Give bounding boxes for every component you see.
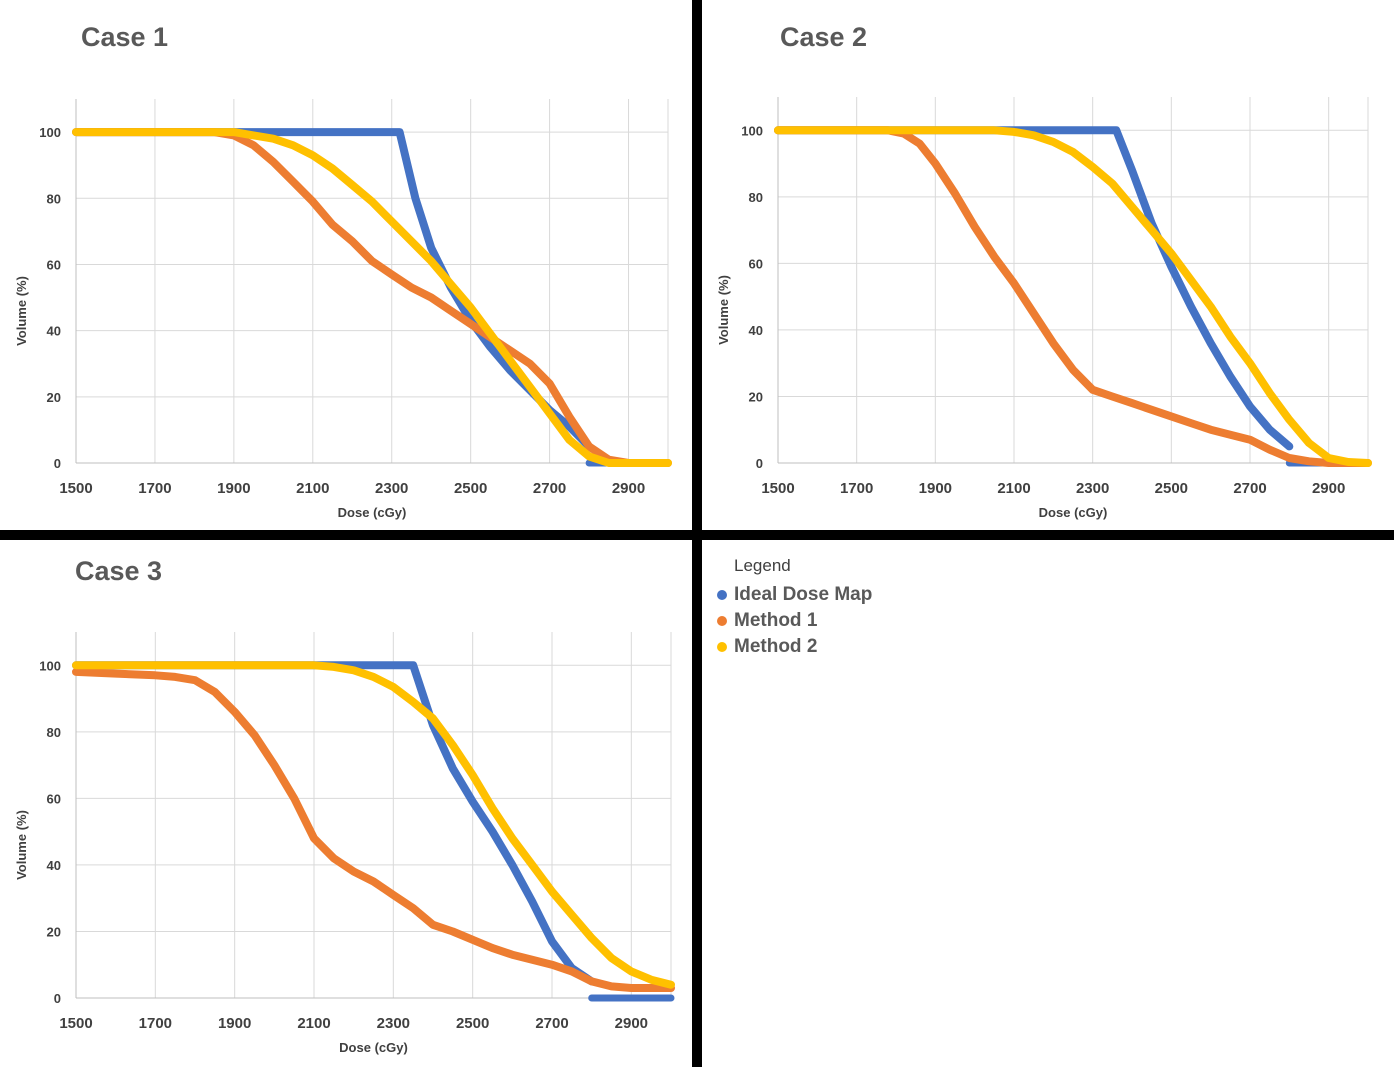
x-tick-label: 1900 (218, 1015, 251, 1032)
series-line-ideal-dose-map (774, 126, 1294, 451)
legend-item-method-2: Method 2 (717, 634, 872, 660)
legend-marker-icon (717, 642, 727, 652)
x-tick-label: 1900 (919, 480, 952, 497)
chart-title: Case 3 (75, 556, 163, 586)
y-tick-label: 0 (54, 456, 61, 471)
legend-label: Method 2 (734, 636, 818, 657)
y-tick-label: 100 (741, 123, 763, 138)
x-tick-label: 2100 (296, 480, 329, 497)
x-tick-label: 2500 (456, 1015, 489, 1032)
x-tick-label: 2700 (1233, 480, 1266, 497)
x-tick-label: 2300 (377, 1015, 410, 1032)
y-tick-label: 80 (47, 191, 61, 206)
x-tick-label: 2900 (1312, 480, 1345, 497)
series-line-ideal-dose-map (72, 661, 596, 986)
chart-plot: 1500 1700 1900 2100 2300 2500 2700 2900 0 20 40 60 8… (14, 632, 675, 1055)
x-tick-label: 2900 (612, 480, 645, 497)
series-line-method-2 (774, 126, 1372, 467)
series-line-method-1 (72, 128, 672, 467)
x-tick-label: 2500 (1155, 480, 1188, 497)
chart-plot: 1500 1700 1900 2100 2300 2500 2700 2900 0 20 40 60 8… (716, 97, 1372, 520)
x-tick-label: 1500 (59, 480, 92, 497)
y-tick-label: 20 (749, 389, 763, 404)
series-line-method-1 (72, 667, 675, 992)
y-tick-label: 40 (749, 323, 763, 338)
y-tick-label: 100 (39, 125, 61, 140)
y-tick-label: 80 (749, 190, 763, 205)
legend-item-ideal-dose-map: Ideal Dose Map (717, 582, 872, 608)
x-tick-label: 2900 (615, 1015, 648, 1032)
x-axis-title: Dose (cGy) (338, 505, 407, 520)
chart-plot: 1500 1700 1900 2100 2300 2500 2700 2900 0 20 40 60 8… (14, 99, 672, 520)
chart-panel-case-1: Case 1 1500 1700 1900 2100 2300 2500 2700 2900 0… (0, 0, 692, 530)
chart-title: Case 1 (81, 22, 169, 52)
series-line-method-2 (72, 128, 672, 467)
y-tick-label: 60 (749, 256, 763, 271)
y-tick-label: 60 (47, 257, 61, 272)
legend-label: Method 1 (734, 610, 818, 631)
legend-title: Legend (734, 556, 791, 575)
series-line-ideal-dose-map (72, 128, 594, 451)
legend-marker-icon (717, 590, 727, 600)
x-tick-label: 1700 (139, 1015, 172, 1032)
x-tick-label: 1700 (138, 480, 171, 497)
chart-panel-case-2: Case 2 1500 1700 1900 2100 2300 2500 2700 2900 0… (700, 0, 1394, 530)
x-tick-label: 1700 (840, 480, 873, 497)
series-line-method-1 (774, 126, 1372, 467)
horizontal-divider (0, 530, 1394, 540)
y-tick-label: 0 (756, 456, 763, 471)
y-tick-label: 100 (39, 658, 61, 673)
x-tick-label: 2300 (1076, 480, 1109, 497)
chart-panel-case-3: Case 3 1500 1700 1900 2100 2300 2500 2700 2900 0… (0, 540, 692, 1067)
y-tick-label: 80 (47, 725, 61, 740)
y-tick-label: 60 (47, 791, 61, 806)
chart-title: Case 2 (780, 22, 868, 52)
y-tick-label: 0 (54, 991, 61, 1006)
x-tick-label: 1500 (761, 480, 794, 497)
legend-marker-icon (717, 616, 727, 626)
x-tick-label: 2700 (535, 1015, 568, 1032)
y-axis-title: Volume (%) (716, 275, 731, 345)
y-axis-title: Volume (%) (14, 276, 29, 346)
y-tick-label: 40 (47, 324, 61, 339)
y-tick-label: 20 (47, 924, 61, 939)
x-tick-label: 2100 (297, 1015, 330, 1032)
x-tick-label: 2100 (997, 480, 1030, 497)
y-tick-label: 40 (47, 858, 61, 873)
x-tick-label: 2500 (454, 480, 487, 497)
y-tick-label: 20 (47, 390, 61, 405)
x-axis-title: Dose (cGy) (1039, 505, 1108, 520)
y-axis-title: Volume (%) (14, 810, 29, 880)
x-axis-title: Dose (cGy) (339, 1040, 408, 1055)
x-tick-label: 2700 (533, 480, 566, 497)
series-line-method-2 (72, 661, 675, 989)
legend-label: Ideal Dose Map (734, 584, 873, 605)
x-tick-label: 2300 (375, 480, 408, 497)
x-tick-label: 1500 (59, 1015, 92, 1032)
legend-item-method-1: Method 1 (717, 608, 872, 634)
legend: Legend Ideal Dose Map Method 1 Method 2 (717, 556, 872, 660)
x-tick-label: 1900 (217, 480, 250, 497)
